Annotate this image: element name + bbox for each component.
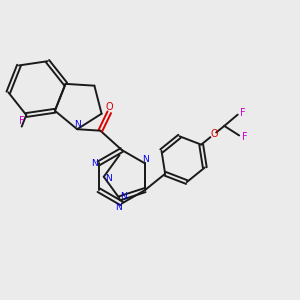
Text: N: N	[91, 159, 98, 168]
Text: F: F	[19, 116, 25, 126]
Text: N: N	[74, 120, 81, 129]
Text: N: N	[120, 191, 127, 200]
Text: F: F	[242, 132, 247, 142]
Text: N: N	[142, 155, 148, 164]
Text: F: F	[240, 108, 246, 118]
Text: O: O	[210, 129, 218, 139]
Text: N: N	[115, 202, 122, 211]
Text: N: N	[105, 174, 112, 183]
Text: O: O	[106, 102, 113, 112]
